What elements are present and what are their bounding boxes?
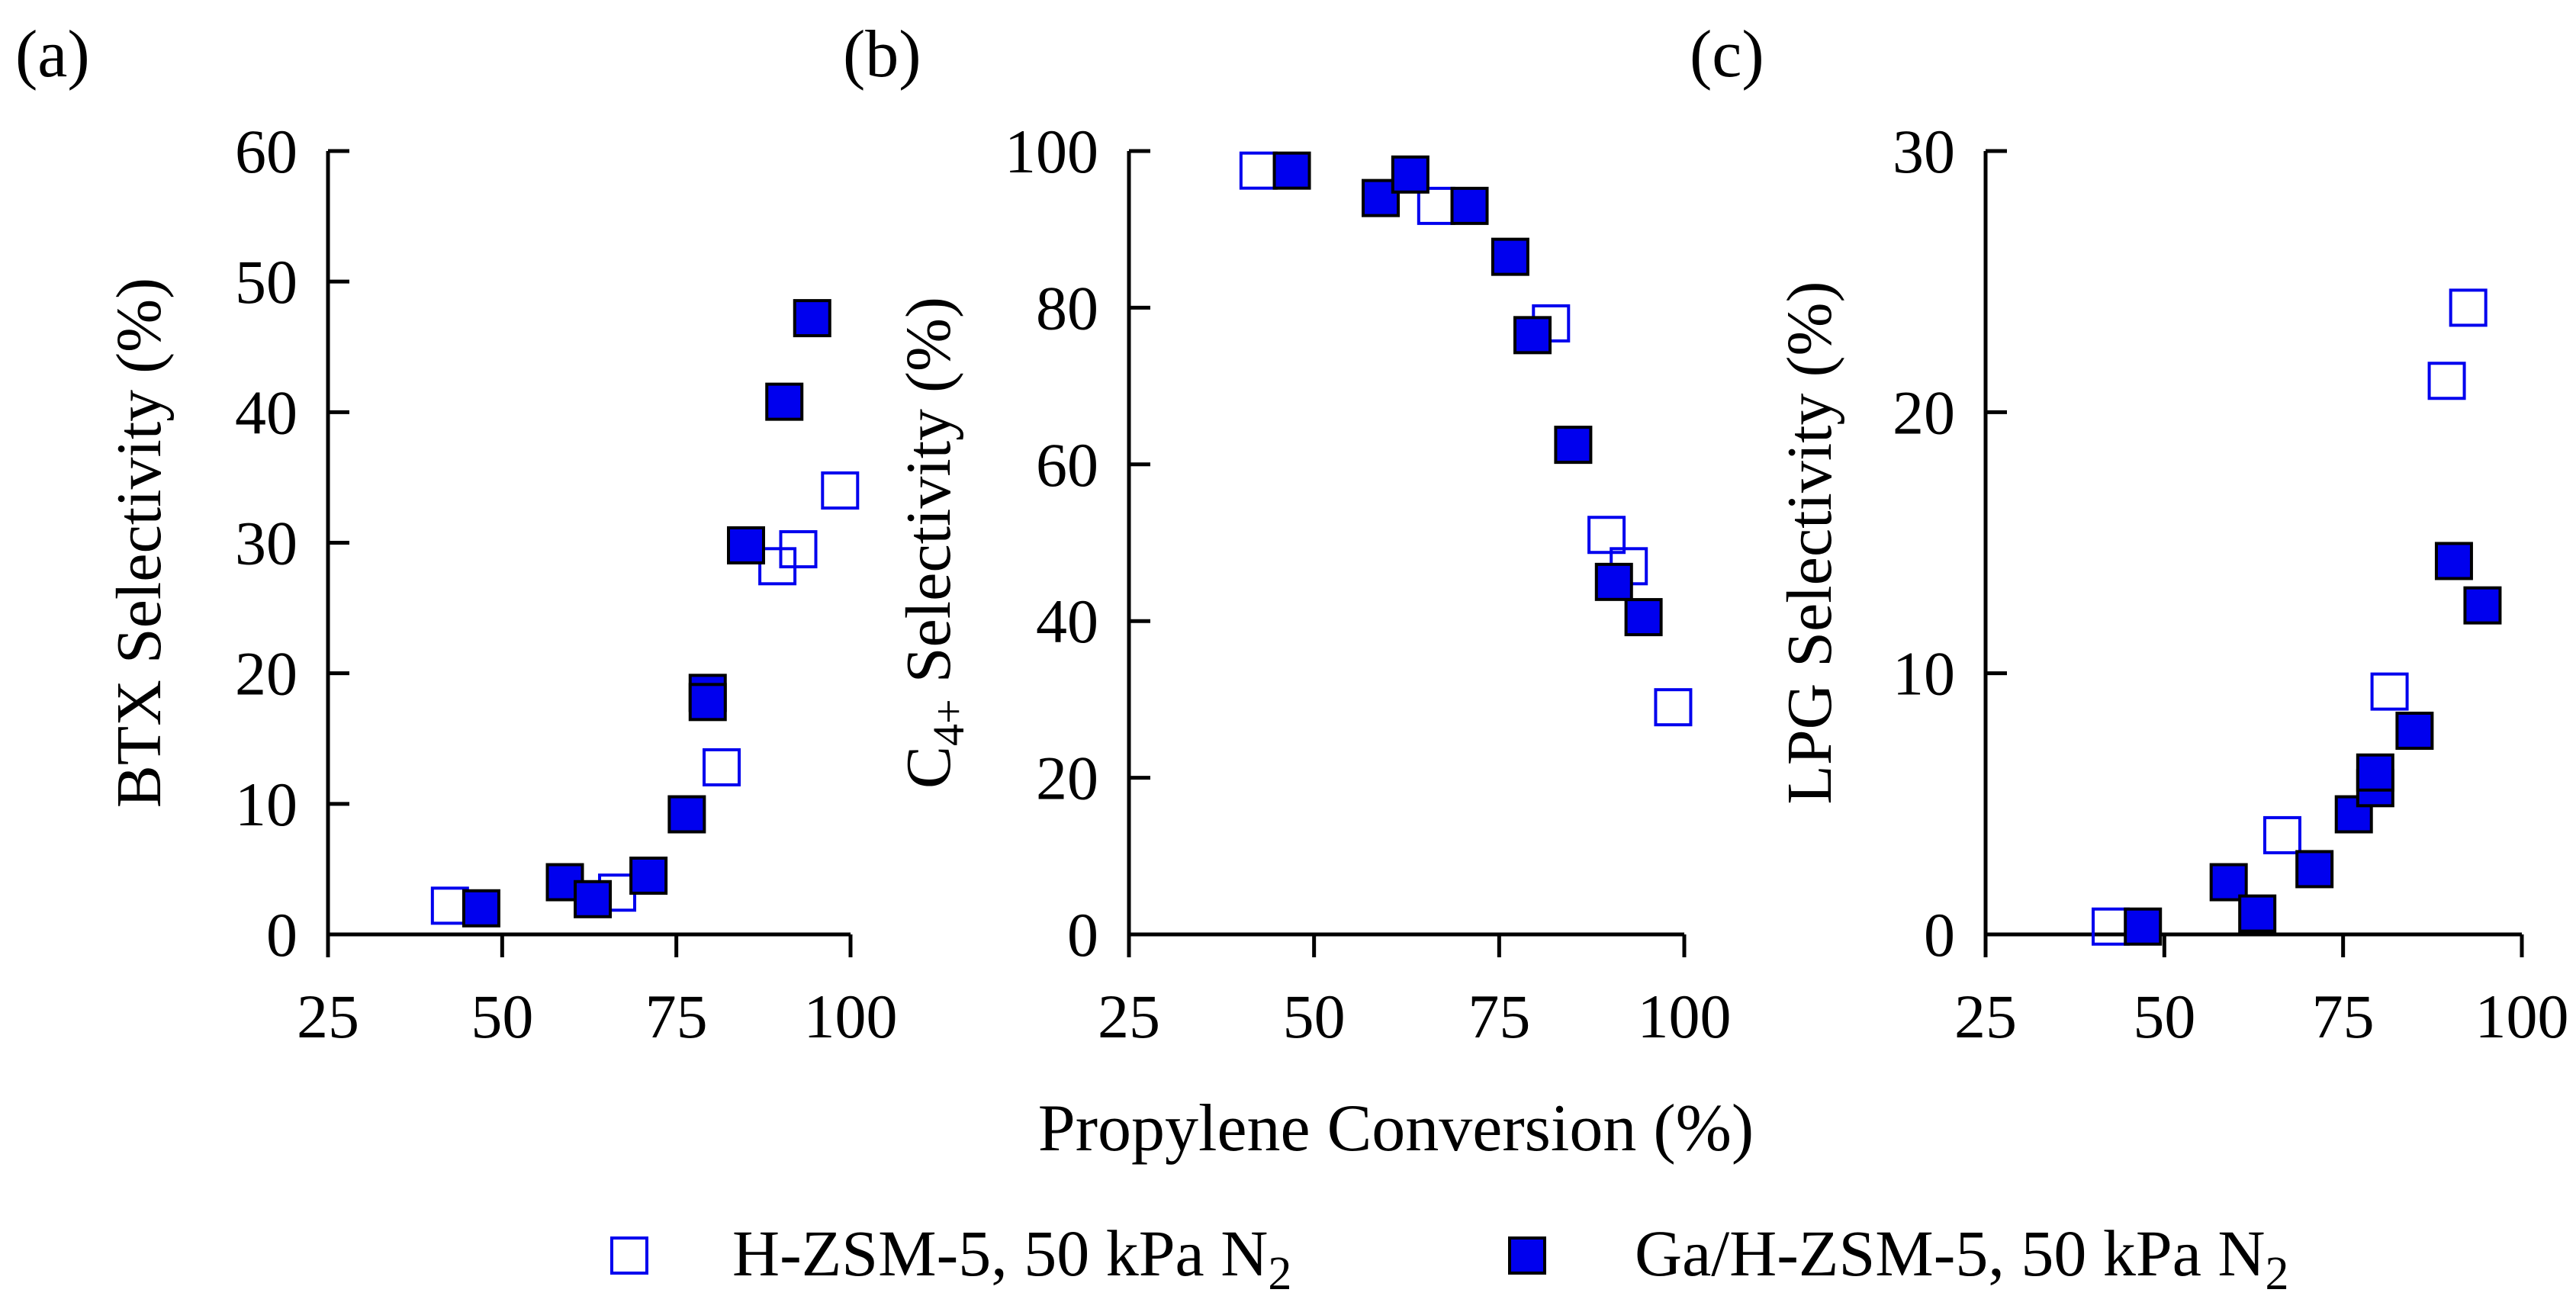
x-tick-label-a: 75 — [645, 982, 708, 1051]
x-tick-label-c: 75 — [2312, 982, 2375, 1051]
x-tick-label-a: 25 — [297, 982, 359, 1051]
point-filled-b — [1554, 426, 1593, 465]
point-filled-c — [2124, 907, 2163, 946]
y-tick-label-a: 40 — [235, 378, 297, 447]
x-tick-label-a: 100 — [804, 982, 898, 1051]
point-filled-c — [2463, 586, 2502, 625]
y-axis-title-c: LPG Selectivity (%) — [1774, 281, 1845, 805]
y-tick-label-c: 20 — [1893, 378, 1955, 447]
y-tick-label-b: 100 — [1005, 117, 1098, 186]
point-open-a — [430, 886, 469, 925]
panel-c: (c) 0 10 20 30 25 50 75 100 LPG Selectivity (%) — [1690, 18, 2569, 1051]
point-filled-c — [2395, 711, 2434, 750]
point-filled-a — [461, 889, 500, 928]
point-open-b — [1654, 688, 1693, 727]
point-open-c — [2427, 362, 2466, 400]
y-tick-label-a: 20 — [235, 639, 297, 709]
point-filled-c — [2434, 542, 2473, 580]
y-tick-label-c: 10 — [1893, 639, 1955, 709]
y-tick-label-a: 10 — [235, 770, 297, 839]
y-tick-label-b: 40 — [1036, 587, 1098, 656]
x-axis-title: Propylene Conversion (%) — [1038, 1092, 1754, 1166]
point-filled-a — [667, 795, 706, 834]
x-tick-label-a: 50 — [471, 982, 533, 1051]
point-filled-c — [2356, 753, 2394, 792]
y-axis-title-a: BTX Selectivity (%) — [104, 278, 175, 808]
point-filled-b — [1272, 151, 1311, 190]
y-tick-label-a: 30 — [235, 509, 297, 578]
x-tick-label-c: 25 — [1954, 982, 2017, 1051]
panel-a: (a) 0 10 20 30 40 50 60 25 50 75 100 BTX Selectivity… — [15, 18, 898, 1051]
point-filled-a — [765, 382, 804, 421]
x-tick-label-b: 25 — [1098, 982, 1160, 1051]
panel-label-a: (a) — [15, 18, 90, 92]
point-open-c — [2370, 672, 2409, 711]
point-filled-c — [2238, 894, 2277, 933]
point-filled-b — [1594, 562, 1633, 601]
x-tick-label-b: 50 — [1283, 982, 1346, 1051]
y-tick-label-b: 0 — [1067, 900, 1098, 970]
x-tick-label-c: 50 — [2133, 982, 2195, 1051]
point-filled-a — [629, 856, 668, 895]
panel-b: (b) 0 20 40 60 80 100 25 50 75 100 C4+ Selectivity … — [843, 18, 1732, 1051]
point-open-b — [1239, 151, 1278, 190]
point-filled-b — [1513, 316, 1552, 355]
point-filled-c — [2295, 850, 2334, 889]
y-tick-label-b: 80 — [1036, 273, 1098, 342]
y-tick-label-c: 30 — [1893, 117, 1955, 186]
y-tick-label-b: 20 — [1036, 744, 1098, 813]
legend-filled-square-marker — [1508, 1236, 1546, 1275]
point-filled-b — [1624, 598, 1663, 637]
y-tick-label-a: 60 — [235, 117, 297, 186]
y-tick-label-a: 50 — [235, 247, 297, 317]
panel-label-b: (b) — [843, 18, 921, 92]
y-axis-title-b: C4+ Selectivity (%) — [893, 297, 973, 789]
point-filled-b — [1450, 186, 1489, 225]
point-filled-a — [727, 526, 765, 564]
point-filled-b — [1391, 155, 1430, 194]
point-filled-b — [1491, 237, 1529, 276]
legend-filled-label: Ga/H-ZSM-5, 50 kPa N2 — [1635, 1217, 2289, 1300]
point-filled-a — [688, 683, 727, 722]
point-open-c — [2449, 288, 2488, 327]
x-tick-label-c: 100 — [2475, 982, 2569, 1051]
point-open-c — [2092, 907, 2131, 946]
x-tick-label-b: 75 — [1468, 982, 1530, 1051]
panel-label-c: (c) — [1690, 18, 1764, 92]
point-open-a — [821, 471, 860, 510]
x-tick-label-b: 100 — [1638, 982, 1732, 1051]
point-open-b — [1587, 516, 1626, 555]
point-open-c — [2262, 815, 2301, 854]
legend-open-square-marker — [610, 1236, 648, 1275]
legend-open-label: H-ZSM-5, 50 kPa N2 — [732, 1217, 1291, 1300]
y-tick-label-a: 0 — [266, 900, 297, 970]
y-tick-label-c: 0 — [1924, 900, 1955, 970]
point-filled-c — [2209, 863, 2248, 902]
point-open-a — [779, 530, 818, 569]
point-filled-a — [793, 299, 831, 338]
point-filled-a — [574, 879, 613, 918]
legend: H-ZSM-5, 50 kPa N2 Ga/H-ZSM-5, 50 kPa N2 — [610, 1217, 2289, 1300]
y-tick-label-b: 60 — [1036, 430, 1098, 500]
point-open-a — [703, 748, 741, 786]
